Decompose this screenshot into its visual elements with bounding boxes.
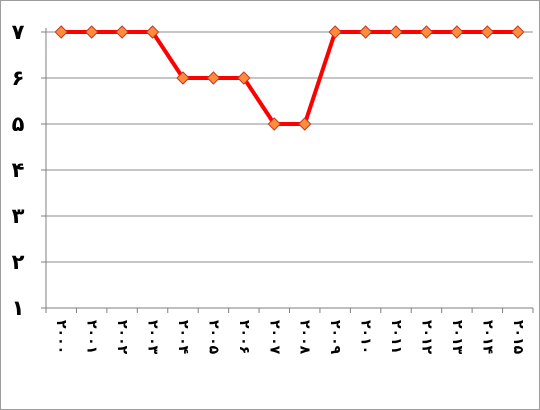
data-point-marker [176, 71, 190, 85]
x-tick-label: ۲۰۰۶ [236, 320, 252, 354]
data-point-marker [358, 25, 373, 39]
y-tick-label: ۴ [12, 158, 25, 182]
data-point-marker [298, 117, 312, 131]
x-tick-label: ۲۰۰۹ [327, 320, 343, 355]
data-point-marker [450, 25, 464, 39]
x-tick-label: ۲۰۰۳ [145, 320, 161, 355]
y-tick-label: ۷ [12, 20, 25, 44]
x-tick-label: ۲۰۰۸ [297, 320, 313, 355]
x-tick-label: ۲۰۰۷ [266, 320, 282, 355]
data-point-marker [267, 117, 281, 131]
x-tick-label: ۲۰۱۲ [418, 320, 434, 355]
data-point-marker [206, 71, 221, 85]
x-tick-label: ۲۰۱۳ [449, 320, 465, 355]
y-tick-label: ۱ [12, 296, 25, 320]
x-tick-label: ۲۰۱۱ [388, 320, 404, 354]
data-point-marker [480, 25, 495, 39]
x-tick-label: ۲۰۱۵ [510, 320, 526, 355]
y-tick-label: ۶ [12, 66, 25, 90]
data-point-marker [389, 25, 403, 39]
x-tick-label: ۲۰۱۴ [479, 320, 495, 355]
x-tick-label: ۲۰۰۴ [175, 320, 191, 355]
data-point-marker [237, 71, 251, 85]
y-tick-label: ۲ [12, 250, 25, 274]
data-point-marker [328, 25, 342, 39]
data-point-marker [84, 25, 99, 39]
x-tick-label: ۲۰۰۱ [84, 320, 100, 354]
y-tick-label: ۳ [12, 204, 25, 228]
data-point-marker [145, 25, 160, 39]
y-tick-label: ۵ [12, 112, 25, 136]
x-tick-label: ۲۰۰۰ [53, 320, 69, 354]
data-point-marker [511, 25, 525, 39]
series-line [61, 30, 518, 126]
x-tick-label: ۲۰۰۲ [114, 320, 130, 355]
axes [41, 28, 534, 313]
data-series [54, 25, 525, 131]
data-point-marker [419, 25, 434, 39]
x-tick-label: ۲۰۱۰ [358, 320, 374, 354]
data-point-marker [54, 25, 68, 39]
y-axis-tick-labels: ۱ ۲ ۳ ۴ ۵ ۶ ۷ [12, 20, 25, 320]
x-tick-label: ۲۰۰۵ [205, 320, 221, 355]
data-point-marker [115, 25, 129, 39]
x-axis-tick-labels: ۲۰۰۰ ۲۰۰۱ ۲۰۰۲ ۲۰۰۳ ۲۰۰۴ ۲۰۰۵ ۲۰۰۶ ۲۰۰۷ ۲۰۰۸ ۲۰۰۹… [53, 320, 526, 355]
